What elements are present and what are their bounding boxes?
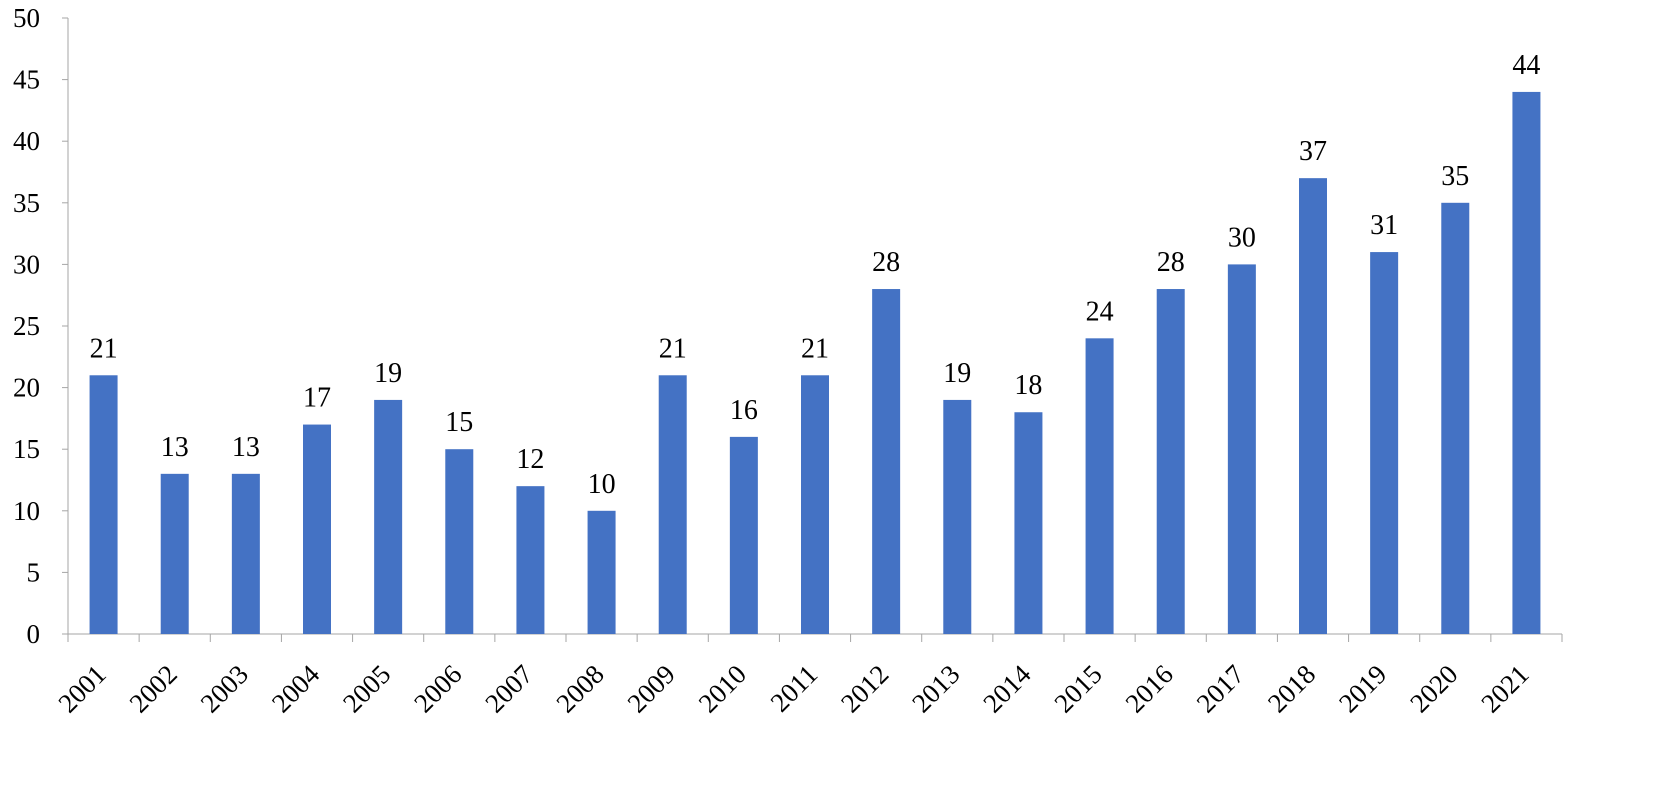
- x-tick-label: 2011: [765, 659, 824, 718]
- x-tick-label: 2009: [622, 659, 681, 718]
- y-tick-label: 25: [13, 311, 40, 341]
- bar-2002: [160, 473, 189, 634]
- bar-2001: [89, 375, 118, 634]
- bar-2010: [729, 436, 758, 634]
- data-label-2012: 28: [872, 247, 900, 278]
- y-tick-label: 40: [13, 126, 40, 156]
- bar-2011: [801, 375, 829, 634]
- bar-2013: [943, 399, 972, 634]
- x-tick-label: 2014: [977, 659, 1037, 719]
- x-tick-label: 2005: [337, 659, 396, 718]
- bar-2005: [374, 399, 403, 634]
- bar-2017: [1227, 264, 1256, 634]
- y-tick-label: 5: [27, 557, 41, 587]
- x-axis: 2001 2002 2003 2004 2005 2006 2007 2008 2009 2010…: [52, 633, 1563, 719]
- x-tick-label: 2002: [124, 659, 183, 718]
- y-tick-label: 30: [13, 249, 40, 279]
- data-label-2017: 30: [1228, 222, 1256, 253]
- data-label-2016: 28: [1157, 247, 1185, 278]
- x-tick-label: 2017: [1191, 659, 1250, 718]
- data-label-2004: 17: [303, 383, 331, 414]
- bar-2007: [516, 486, 545, 634]
- y-tick-label: 50: [13, 3, 40, 33]
- bar-2009: [658, 375, 687, 634]
- data-label-2001: 21: [90, 333, 118, 364]
- data-labels: 21 13 13 17 19 15 12 10 21 16 21 28 19 18 24 28 30 37 31 35…: [90, 50, 1541, 500]
- bar-2003: [231, 473, 260, 634]
- data-label-2019: 31: [1370, 210, 1398, 241]
- y-tick-label: 15: [13, 434, 40, 464]
- bar-2014: [1014, 412, 1043, 634]
- x-tick-label: 2018: [1262, 659, 1321, 718]
- data-label-2007: 12: [516, 444, 544, 475]
- x-tick-label: 2006: [408, 659, 467, 718]
- x-tick-label: 2012: [835, 659, 894, 718]
- bar-2016: [1156, 289, 1185, 634]
- x-tick-label: 2010: [693, 659, 752, 718]
- data-label-2015: 24: [1086, 296, 1114, 327]
- data-label-2002: 13: [161, 432, 189, 463]
- y-tick-label: 45: [13, 65, 40, 95]
- data-label-2018: 37: [1299, 136, 1327, 167]
- x-tick-label: 2019: [1333, 659, 1392, 718]
- bar-2015: [1085, 338, 1114, 634]
- data-label-2008: 10: [588, 469, 616, 500]
- data-label-2006: 15: [445, 407, 473, 438]
- x-tick-label: 2020: [1404, 659, 1463, 718]
- x-tick-label: 2021: [1475, 659, 1534, 718]
- data-label-2005: 19: [374, 358, 402, 389]
- x-tick-label: 2001: [52, 659, 111, 718]
- data-label-2009: 21: [659, 333, 687, 364]
- x-tick-label: 2003: [195, 659, 254, 718]
- data-label-2020: 35: [1441, 161, 1469, 192]
- x-tick-label: 2004: [266, 659, 326, 719]
- bar-2019: [1370, 252, 1399, 634]
- bar-2018: [1299, 178, 1327, 634]
- x-tick-label: 2007: [479, 659, 538, 718]
- data-label-2003: 13: [232, 432, 260, 463]
- y-tick-label: 35: [13, 188, 40, 218]
- data-label-2011: 21: [801, 333, 829, 364]
- y-tick-label: 20: [13, 373, 40, 403]
- bar-2008: [587, 510, 616, 634]
- data-label-2010: 16: [730, 395, 758, 426]
- data-label-2021: 44: [1512, 50, 1540, 81]
- y-tick-label: 0: [27, 619, 41, 649]
- data-label-2013: 19: [943, 358, 971, 389]
- bars: [89, 91, 1541, 635]
- bar-2021: [1512, 91, 1541, 635]
- bar-2020: [1441, 202, 1470, 635]
- bar-2006: [445, 449, 474, 634]
- x-tick-label: 2013: [906, 659, 965, 718]
- bar-2004: [303, 424, 331, 634]
- y-tick-label: 10: [13, 496, 40, 526]
- x-tick-label: 2008: [550, 659, 609, 718]
- x-tick-label: 2016: [1120, 659, 1179, 718]
- data-label-2014: 18: [1014, 370, 1042, 401]
- bar-2012: [872, 289, 901, 634]
- y-axis: 0 5 10 15 20 25 30 35 40 45 50: [13, 3, 69, 649]
- x-tick-label: 2015: [1048, 659, 1107, 718]
